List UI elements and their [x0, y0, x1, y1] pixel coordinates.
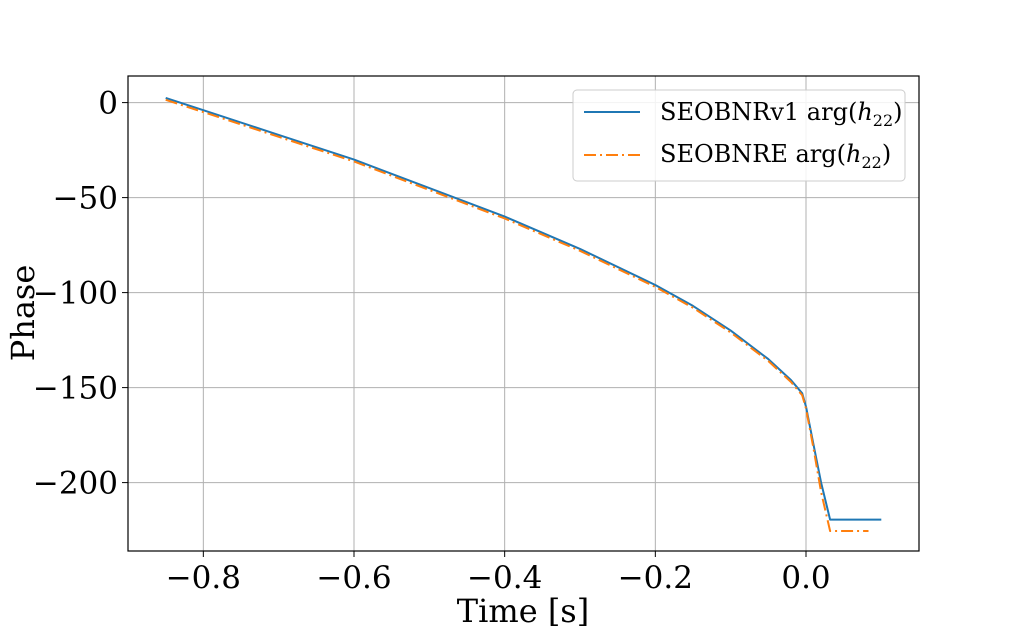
legend: SEOBNRv1 arg(h22) SEOBNRE arg(h22)	[572, 89, 906, 182]
grid	[128, 76, 919, 551]
y-tick-label: 0	[98, 86, 118, 122]
series-line-seobnrv1	[165, 96, 882, 521]
x-tick-label: −0.4	[467, 560, 542, 596]
y-tick-label: −200	[33, 466, 118, 502]
plot-area-frame	[127, 75, 920, 552]
y-tick-label: −100	[33, 276, 118, 312]
y-tick-label: −50	[53, 181, 118, 217]
x-tick-label: −0.2	[618, 560, 693, 596]
series-lines	[165, 96, 882, 532]
x-tick-label: −0.6	[316, 560, 391, 596]
legend-label-seobnre: SEOBNRE arg(h22)	[660, 140, 891, 172]
legend-label-seobnrv1: SEOBNRv1 arg(h22)	[660, 98, 903, 130]
y-axis-label: Phase	[4, 265, 42, 362]
y-tick-label: −150	[33, 371, 118, 407]
series-line-seobnre	[165, 98, 869, 532]
x-axis-label: Time [s]	[457, 592, 589, 630]
legend-box	[572, 89, 906, 182]
x-tick-label: 0.0	[781, 560, 830, 596]
axis-ticks: −0.8 −0.6 −0.4 −0.2 0.0 0 −50 −100 −150 −200	[33, 86, 831, 596]
x-tick-label: −0.8	[166, 560, 241, 596]
